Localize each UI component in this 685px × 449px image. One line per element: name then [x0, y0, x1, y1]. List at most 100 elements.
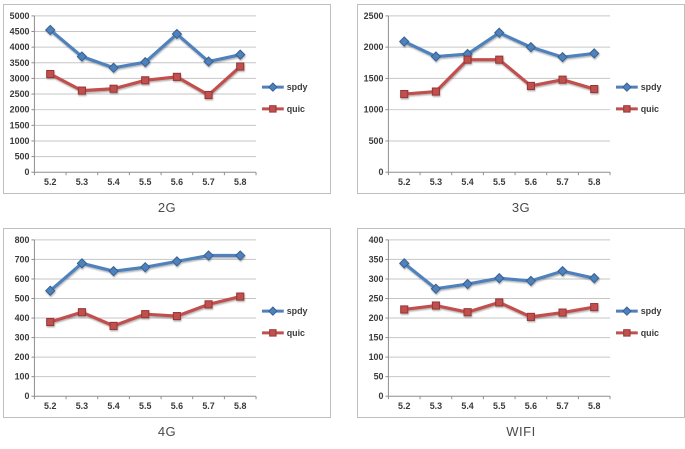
- x-tick-label: 5.8: [588, 177, 600, 187]
- x-tick-label: 5.7: [202, 401, 214, 411]
- spdy-marker: [268, 82, 278, 92]
- y-tick-label: 4500: [10, 26, 30, 36]
- quic-marker: [46, 317, 55, 327]
- legend-label: quic: [641, 104, 659, 114]
- y-tick-label: 2000: [10, 105, 30, 115]
- spdy-marker: [234, 250, 246, 261]
- spdy-marker: [462, 278, 473, 290]
- series-quic: [400, 298, 599, 321]
- series-spdy: [44, 24, 246, 74]
- chart-2g-canvas: 0 500 1000 1500 2000 2500 3000 3500 4000 4500 5000…: [10, 11, 308, 187]
- quic-marker: [463, 308, 472, 317]
- spdy-line: [48, 253, 242, 293]
- quic-marker: [558, 75, 567, 84]
- quic-marker: [269, 105, 277, 113]
- x-tick-label: 5.6: [171, 401, 183, 411]
- x-tick-label: 5.4: [461, 401, 473, 411]
- x-tick-label: 5.6: [525, 401, 537, 411]
- chart-4g-frame: 0 100 200 300 400 500 600 700 800 5.2 5.3 5.4 5.5 5.6…: [3, 228, 331, 418]
- quic-marker: [172, 312, 181, 321]
- quic-marker: [623, 329, 631, 337]
- spdy-marker: [76, 258, 88, 269]
- quic-marker: [558, 308, 567, 317]
- legend-label: quic: [287, 104, 305, 114]
- spdy-marker: [430, 51, 442, 62]
- quic-marker: [236, 292, 245, 301]
- spdy-marker: [108, 265, 119, 277]
- chart-wifi-frame: 0 50 100 150 200 250 300 350 400 5.2 5.3 5.4 5.5 5.6 5…: [357, 228, 685, 418]
- spdy-marker: [557, 51, 568, 63]
- series-quic: [400, 55, 599, 99]
- x-tick-label: 5.2: [398, 177, 410, 187]
- y-tick-label: 200: [15, 352, 30, 362]
- x-tick-label: 5.6: [171, 177, 183, 187]
- charts-page: 0 500 1000 1500 2000 2500 3000 3500 4000 4500 5000…: [3, 4, 685, 440]
- chart-4g-canvas: 0 100 200 300 400 500 600 700 800 5.2 5.3 5.4 5.5 5.6…: [15, 235, 308, 411]
- y-tick-label: 2000: [364, 42, 384, 52]
- y-tick-label: 4000: [10, 42, 30, 52]
- x-tick-label: 5.6: [525, 177, 537, 187]
- quic-marker: [623, 105, 631, 113]
- x-tick-label: 5.4: [107, 401, 119, 411]
- spdy-marker: [430, 283, 442, 294]
- y-tick-label: 0: [25, 391, 30, 401]
- y-tick-label: 1000: [10, 136, 30, 146]
- legend-entry-quic: quic: [615, 104, 659, 114]
- y-tick-label: 150: [369, 333, 384, 343]
- y-tick-label: 500: [369, 136, 384, 146]
- chart-2g: 0 500 1000 1500 2000 2500 3000 3500 4000 4500 5000…: [3, 4, 331, 216]
- x-tick-label: 5.7: [556, 177, 568, 187]
- chart-wifi: 0 50 100 150 200 250 300 350 400 5.2 5.3 5.4 5.5 5.6 5…: [357, 228, 685, 440]
- spdy-marker: [588, 272, 600, 284]
- legend-entry-spdy: spdy: [261, 82, 308, 92]
- spdy-marker: [622, 306, 632, 316]
- y-tick-label: 5000: [10, 11, 30, 21]
- quic-marker: [526, 312, 535, 321]
- spdy-marker: [171, 28, 183, 40]
- chart-4g: 0 100 200 300 400 500 600 700 800 5.2 5.3 5.4 5.5 5.6…: [3, 228, 331, 440]
- x-tick-label: 5.8: [234, 177, 246, 187]
- legend-label: spdy: [641, 306, 662, 316]
- spdy-marker: [588, 48, 600, 59]
- chart-2g-frame: 0 500 1000 1500 2000 2500 3000 3500 4000 4500 5000…: [3, 4, 331, 194]
- x-tick-label: 5.8: [234, 401, 246, 411]
- quic-marker: [109, 84, 118, 93]
- legend-entry-quic: quic: [261, 104, 305, 114]
- y-tick-label: 600: [15, 274, 30, 284]
- x-tick-label: 5.7: [556, 401, 568, 411]
- y-tick-label: 400: [15, 313, 30, 323]
- quic-marker: [141, 310, 150, 319]
- y-tick-label: 0: [379, 391, 384, 401]
- legend-label: spdy: [641, 82, 662, 92]
- chart-3g-canvas: 0 500 1000 1500 2000 2500 5.2 5.3 5.4 5.5 5.6 5.7 5.…: [364, 11, 662, 187]
- y-tick-label: 250: [369, 293, 384, 303]
- x-tick-label: 5.3: [76, 177, 88, 187]
- y-tick-label: 350: [369, 254, 384, 264]
- x-tick-label: 5.3: [76, 401, 88, 411]
- spdy-marker: [203, 250, 214, 261]
- y-tick-label: 1500: [10, 120, 30, 130]
- legend-entry-quic: quic: [615, 328, 659, 338]
- spdy-marker: [108, 62, 119, 74]
- quic-marker: [400, 305, 409, 314]
- spdy-marker: [139, 56, 151, 68]
- series-spdy: [398, 27, 600, 63]
- y-tick-label: 1000: [364, 105, 384, 115]
- y-tick-label: 100: [369, 352, 384, 362]
- series-quic: [46, 292, 245, 330]
- chart-3g-title: 3G: [511, 200, 531, 215]
- x-tick-label: 5.5: [139, 401, 151, 411]
- y-tick-label: 200: [369, 313, 384, 323]
- quic-marker: [269, 329, 277, 337]
- quic-marker: [463, 55, 472, 64]
- x-tick-label: 5.5: [493, 401, 505, 411]
- spdy-marker: [622, 82, 632, 92]
- y-tick-label: 400: [369, 235, 384, 245]
- series-spdy: [398, 258, 600, 294]
- chart-3g: 0 500 1000 1500 2000 2500 5.2 5.3 5.4 5.5 5.6 5.7 5.…: [357, 4, 685, 216]
- legend-entry-spdy: spdy: [615, 306, 662, 316]
- series-spdy: [44, 250, 246, 296]
- legend-entry-spdy: spdy: [261, 306, 308, 316]
- legend-label: spdy: [287, 306, 308, 316]
- spdy-marker: [268, 306, 278, 316]
